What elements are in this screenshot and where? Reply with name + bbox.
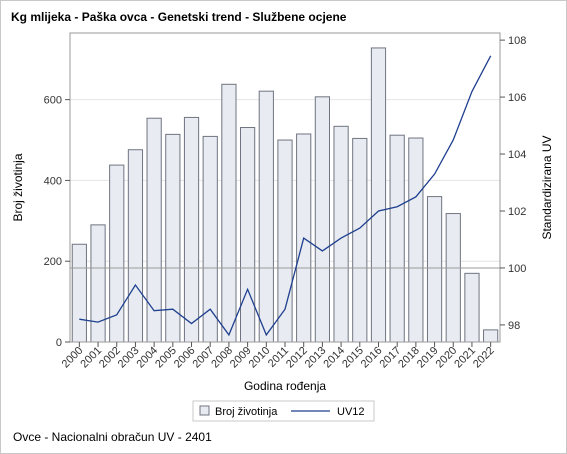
y-axis-left: 0 200 400 600 <box>44 95 70 349</box>
legend-label-line: UV12 <box>337 406 365 418</box>
y-left-tick-label-0: 0 <box>56 337 62 349</box>
bar-2016 <box>370 47 387 343</box>
y-left-tick-label-200: 200 <box>44 256 62 268</box>
y-right-tick-label-98: 98 <box>508 320 520 332</box>
y-axis-right-label: Standardizirana UV <box>540 135 554 239</box>
bar-2008 <box>221 83 237 343</box>
bar-2007 <box>202 135 218 343</box>
bar-2011 <box>277 139 293 343</box>
bar-2015 <box>352 137 368 343</box>
bars <box>71 47 499 343</box>
bar-2000 <box>71 243 87 343</box>
legend: Broj životinja UV12 <box>192 400 375 422</box>
y-axis-right: 98 100 102 104 106 108 <box>500 35 526 332</box>
y-right-tick-label-104: 104 <box>508 149 526 161</box>
y-right-tick-label-108: 108 <box>508 35 526 47</box>
footnote: Ovce - Nacionalni obračun UV - 2401 <box>13 430 212 444</box>
bar-2019 <box>426 196 443 343</box>
bar-2013 <box>314 96 330 343</box>
bar-2001 <box>90 224 106 343</box>
x-tick-label-2022: 2022 <box>471 345 497 371</box>
y-left-tick-label-600: 600 <box>44 95 62 107</box>
uv12-line <box>79 55 492 337</box>
chart-title: Kg mlijeka - Paška ovca - Genetski trend… <box>11 10 347 24</box>
bar-2006 <box>183 116 200 343</box>
x-axis-label: Godina rođenja <box>244 379 326 393</box>
y-right-tick-label-100: 100 <box>508 263 526 275</box>
legend-label-bars: Broj životinja <box>215 406 278 418</box>
legend-swatch-bars <box>199 405 210 416</box>
bar-2004 <box>146 117 162 343</box>
bar-2009 <box>240 127 256 343</box>
y-left-tick-label-400: 400 <box>44 175 62 187</box>
bar-2022 <box>483 329 499 343</box>
bar-2020 <box>445 213 461 343</box>
y-right-tick-label-102: 102 <box>508 206 526 218</box>
bar-2017 <box>389 134 405 343</box>
bar-2018 <box>408 137 424 343</box>
bar-2021 <box>464 272 480 343</box>
bar-2014 <box>333 125 349 343</box>
bar-2003 <box>127 149 144 343</box>
y-right-tick-label-106: 106 <box>508 92 526 104</box>
bar-2010 <box>258 90 274 343</box>
y-axis-left-label: Broj životinja <box>11 153 25 221</box>
bar-2005 <box>165 133 181 343</box>
x-axis: 2000200120022003200420052006200720082009… <box>60 342 497 370</box>
legend-box <box>192 400 375 422</box>
